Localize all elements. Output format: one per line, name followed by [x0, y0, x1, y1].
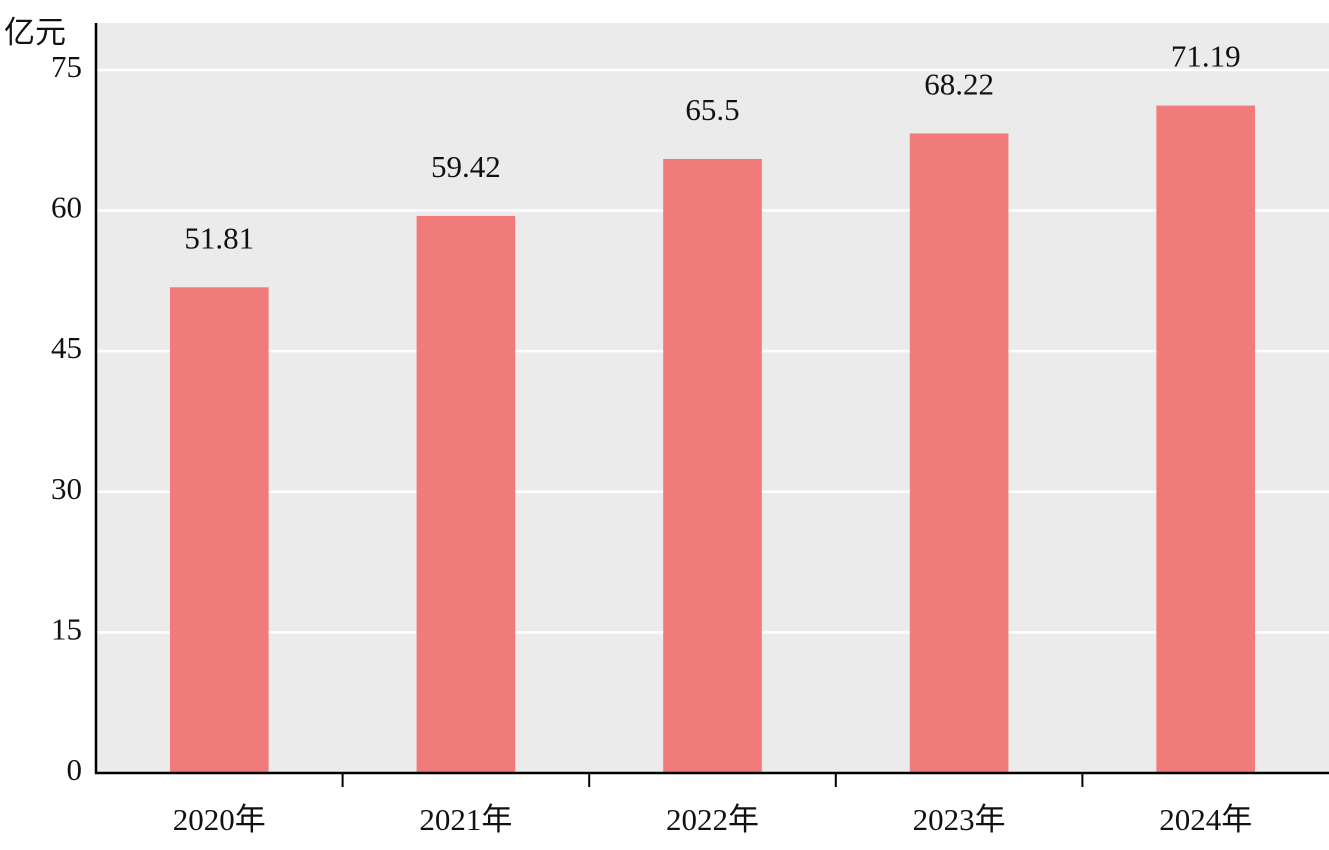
bar — [909, 133, 1009, 773]
x-tick-label: 2022年 — [666, 802, 759, 837]
value-label: 59.42 — [431, 149, 501, 184]
bar — [1156, 105, 1256, 773]
value-label: 65.5 — [685, 92, 739, 127]
value-label: 51.81 — [184, 220, 254, 255]
y-tick-label: 45 — [51, 330, 82, 365]
value-label: 71.19 — [1171, 39, 1241, 74]
y-tick-label: 0 — [67, 752, 83, 787]
bar — [663, 158, 762, 773]
y-tick-label: 30 — [51, 471, 82, 506]
y-axis-unit: 亿元 — [4, 15, 66, 50]
y-tick-label: 75 — [51, 49, 82, 84]
x-tick-label: 2023年 — [913, 802, 1006, 837]
y-tick-label: 60 — [51, 190, 82, 225]
x-tick-label: 2021年 — [419, 802, 512, 837]
value-label: 68.22 — [924, 67, 994, 102]
bar — [169, 287, 269, 773]
bar — [416, 215, 516, 773]
y-tick-label: 15 — [51, 611, 82, 646]
x-tick-label: 2020年 — [173, 802, 266, 837]
x-tick-label: 2024年 — [1159, 802, 1252, 837]
